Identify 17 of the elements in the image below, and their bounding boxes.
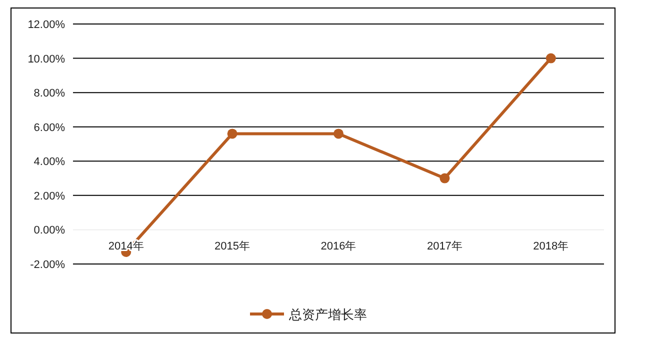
- point: [227, 128, 238, 139]
- y-tick-label: 0.00%: [34, 224, 66, 237]
- y-tick-label: 2.00%: [34, 190, 66, 202]
- x-tick-label: 2015年: [214, 240, 250, 253]
- y-tick-label: 10.00%: [28, 53, 66, 66]
- x-tick-label: 2017年: [426, 240, 462, 253]
- legend-label: 总资产增长率: [288, 307, 367, 322]
- point: [440, 173, 450, 184]
- x-tick-label: 2018年: [533, 240, 569, 253]
- y-tick-label: 6.00%: [34, 122, 66, 134]
- point: [546, 53, 556, 64]
- x-tick-label: 2016年: [320, 240, 356, 253]
- y-tick-label: -2.00%: [30, 259, 66, 271]
- y-tick-label: 4.00%: [34, 156, 66, 168]
- y-tick-label: 12.00%: [28, 19, 66, 31]
- y-tick-label: 8.00%: [34, 88, 66, 100]
- point: [334, 128, 344, 139]
